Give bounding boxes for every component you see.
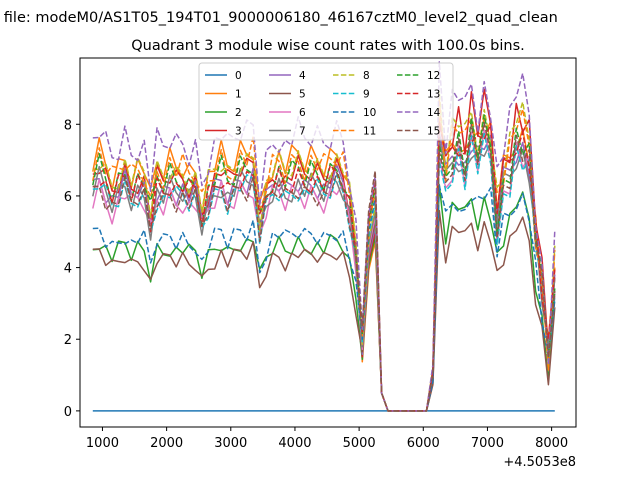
- legend-label-14: 14: [427, 107, 441, 119]
- series-line-9: [92, 132, 556, 412]
- y-tick-label: 8: [64, 118, 72, 133]
- x-tick-label: 2000: [150, 436, 183, 451]
- legend-label-10: 10: [363, 107, 376, 119]
- x-tick-label: 1000: [86, 436, 119, 451]
- legend-label-3: 3: [235, 126, 242, 138]
- series-line-5: [92, 209, 556, 412]
- figure-suptitle: n file: modeM0/AS1T05_194T01_9000006180_…: [0, 10, 558, 26]
- legend-label-2: 2: [235, 107, 242, 119]
- plot-lines: [92, 61, 556, 412]
- x-tick-label: 8000: [535, 436, 568, 451]
- x-tick-label: 4000: [278, 436, 311, 451]
- x-tick-label: 7000: [471, 436, 504, 451]
- legend-label-13: 13: [427, 89, 440, 101]
- x-offset-label: +4.5053e8: [503, 455, 576, 470]
- y-tick-label: 6: [64, 190, 72, 205]
- chart-title: Quadrant 3 module wise count rates with …: [131, 38, 525, 54]
- legend-label-9: 9: [363, 89, 370, 101]
- legend-label-7: 7: [299, 126, 306, 138]
- series-line-15: [92, 121, 556, 412]
- legend-label-12: 12: [427, 70, 440, 82]
- legend-label-4: 4: [299, 70, 306, 82]
- legend-label-11: 11: [363, 126, 376, 138]
- plot-frame: [79, 57, 577, 428]
- legend-box: [198, 62, 454, 141]
- legend-label-8: 8: [363, 70, 370, 82]
- x-tick-label: 6000: [407, 436, 440, 451]
- legend-label-1: 1: [235, 89, 242, 101]
- legend-label-5: 5: [299, 89, 306, 101]
- y-axis: 0 2 4 6 8: [64, 118, 80, 420]
- x-tick-label: 5000: [343, 436, 376, 451]
- y-tick-label: 2: [64, 333, 72, 348]
- series-line-10: [92, 185, 556, 412]
- series-line-7: [92, 139, 556, 412]
- y-tick-label: 0: [64, 405, 72, 420]
- legend-label-15: 15: [427, 126, 440, 138]
- y-tick-label: 4: [64, 262, 72, 277]
- x-axis: 1000 2000 3000 4000 5000 6000 7000 8000: [86, 427, 568, 451]
- series-line-12: [92, 114, 556, 412]
- legend-label-0: 0: [235, 70, 242, 82]
- x-tick-label: 3000: [214, 436, 247, 451]
- legend-label-6: 6: [299, 107, 306, 119]
